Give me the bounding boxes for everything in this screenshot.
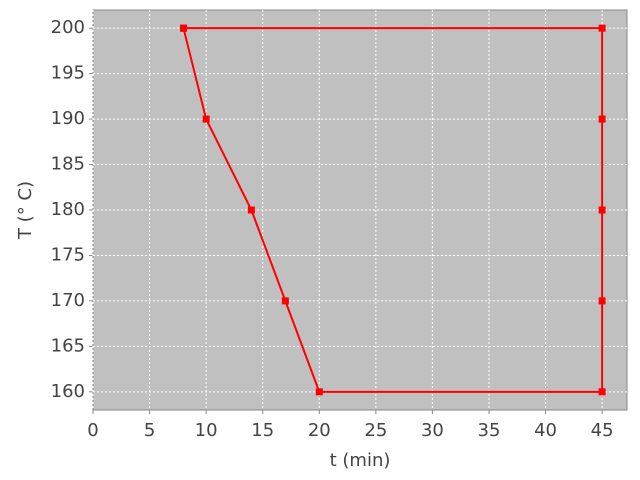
data-point xyxy=(598,388,606,396)
x-tick-label: 45 xyxy=(591,420,614,441)
x-tick-label: 0 xyxy=(87,420,98,441)
x-tick-label: 25 xyxy=(364,420,387,441)
y-tick-label: 160 xyxy=(51,381,85,402)
y-tick-label: 200 xyxy=(51,17,85,38)
x-tick-label: 35 xyxy=(478,420,501,441)
data-point xyxy=(202,115,210,123)
y-tick-label: 165 xyxy=(51,335,85,356)
data-point xyxy=(281,297,289,305)
x-tick-label: 15 xyxy=(251,420,274,441)
y-tick-label: 170 xyxy=(51,290,85,311)
y-axis-label: T (° C) xyxy=(15,181,36,240)
data-point xyxy=(598,297,606,305)
x-tick-label: 30 xyxy=(421,420,444,441)
data-point xyxy=(315,388,323,396)
x-tick-label: 5 xyxy=(144,420,155,441)
data-point xyxy=(598,24,606,32)
x-tick-label: 10 xyxy=(195,420,218,441)
x-axis-label: t (min) xyxy=(330,450,391,471)
x-tick-label: 40 xyxy=(534,420,557,441)
data-point xyxy=(247,206,255,214)
y-tick-label: 175 xyxy=(51,244,85,265)
data-point xyxy=(598,115,606,123)
y-tick-label: 195 xyxy=(51,63,85,84)
data-point xyxy=(598,206,606,214)
x-tick-label: 20 xyxy=(308,420,331,441)
y-tick-label: 185 xyxy=(51,154,85,175)
data-point xyxy=(180,24,188,32)
y-tick-label: 180 xyxy=(51,199,85,220)
y-tick-label: 190 xyxy=(51,108,85,129)
